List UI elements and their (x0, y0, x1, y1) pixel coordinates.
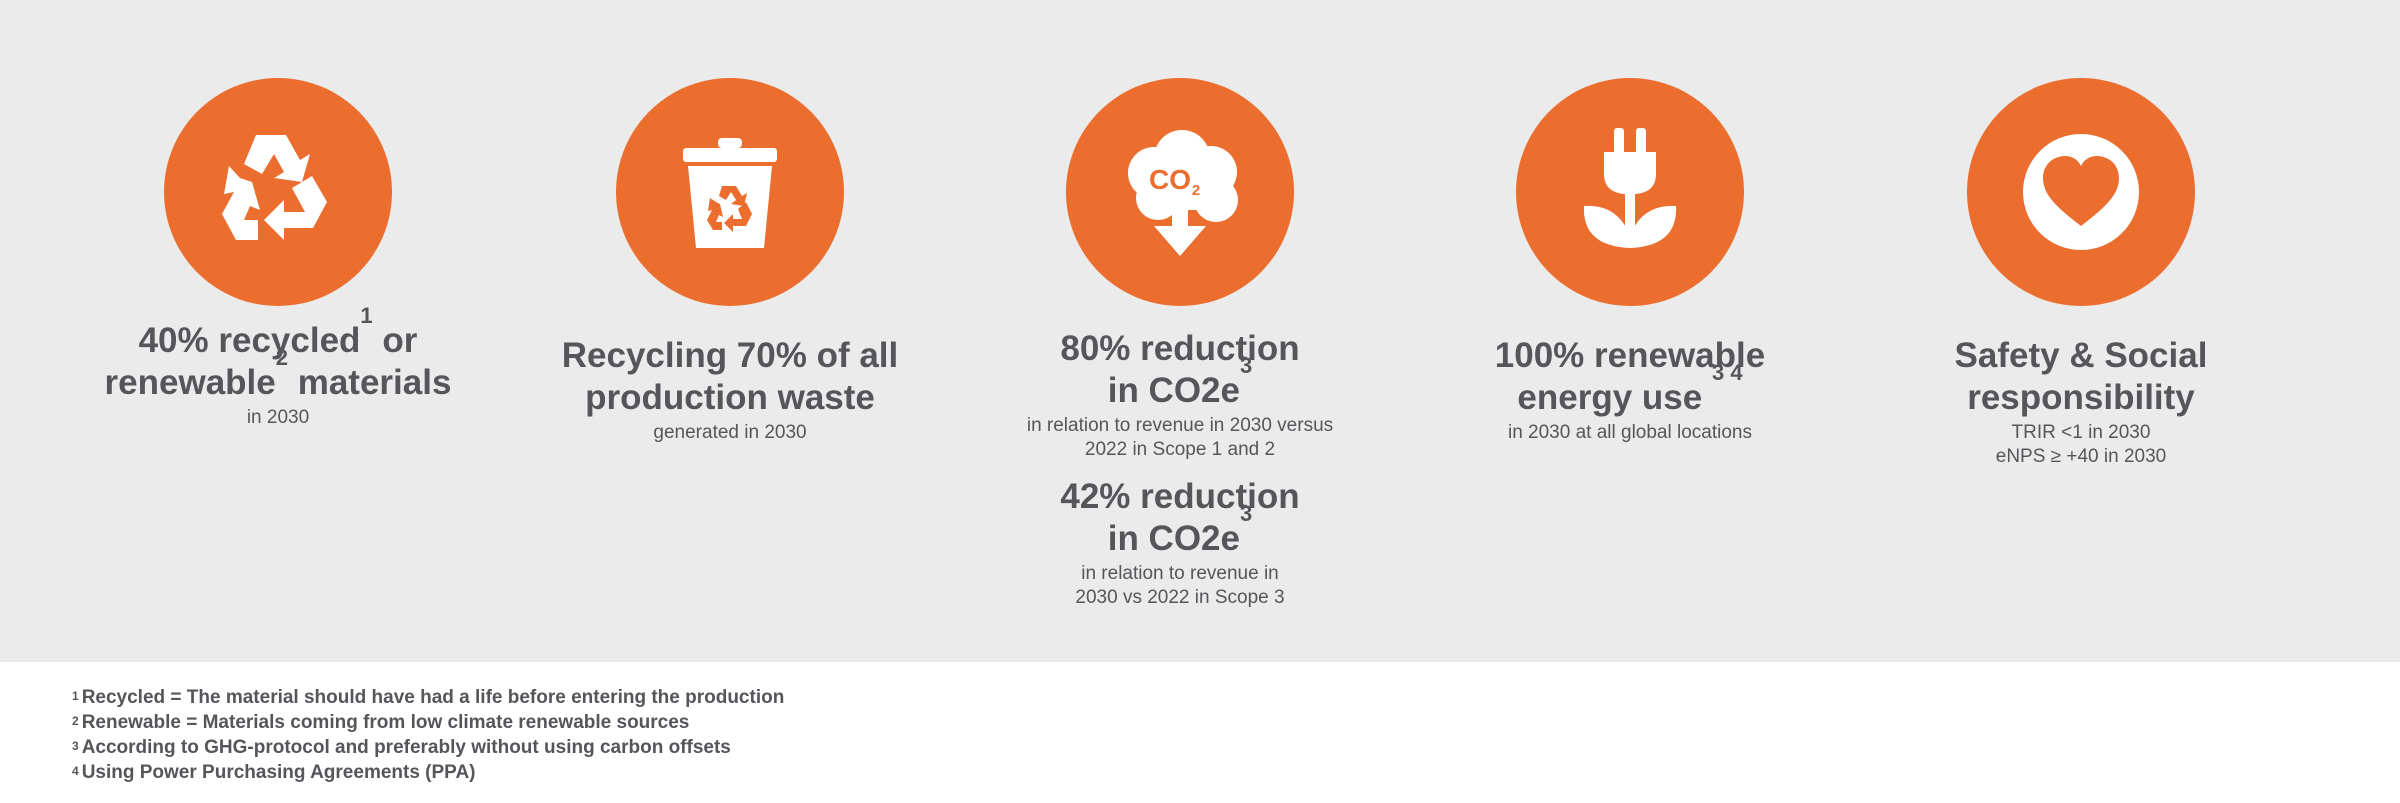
goal-second-headline: 42% reduction in CO2e3 (960, 476, 1400, 560)
recycle-icon (164, 78, 392, 306)
co2-cloud-icon: CO 2 (1066, 78, 1294, 306)
footnote-ref: 3 (1240, 501, 1253, 526)
goal-subtext: generated in 2030 (510, 421, 950, 445)
headline-text: 80% reduction (1060, 329, 1300, 368)
footnote: 1 Recycled = The material should have had… (72, 685, 784, 710)
footnote-text: Using Power Purchasing Agreements (PPA) (81, 762, 476, 783)
headline-text: responsibility (1967, 378, 2195, 417)
headline-text: renewable (104, 363, 276, 402)
recycling-bin-icon (616, 78, 844, 306)
goal-headline: Safety & Social responsibility (1861, 335, 2301, 419)
headline-text: Recycling 70% of all (561, 336, 899, 375)
headline-text: materials (288, 363, 452, 402)
footnote-number: 1 (72, 689, 79, 703)
subtext-line: eNPS ≥ +40 in 2030 (1995, 446, 2167, 467)
footnote-text: Renewable = Materials coming from low cl… (81, 712, 690, 733)
goal-subtext: in 2030 at all global locations (1410, 421, 1850, 445)
subtext-line: in relation to revenue in 2030 versus (1026, 415, 1334, 436)
subtext-line: in 2030 (246, 407, 310, 428)
subtext-line: TRIR <1 in 2030 (2011, 422, 2151, 443)
heart-icon (1967, 78, 2195, 306)
footnote-ref: 3 (1240, 353, 1253, 378)
headline-text: in CO2e (1107, 371, 1240, 410)
footnote-ref: 2 (275, 345, 288, 370)
subtext-line: in 2030 at all global locations (1507, 422, 1752, 443)
plug-plant-icon-circle (1516, 78, 1744, 306)
headline-text: 100% renewable (1494, 336, 1766, 375)
subtext-line: generated in 2030 (653, 422, 807, 443)
goal-subtext: TRIR <1 in 2030 eNPS ≥ +40 in 2030 (1861, 421, 2301, 469)
goal-subtext: in 2030 (58, 406, 498, 430)
subtext-line: 2030 vs 2022 in Scope 3 (1075, 587, 1285, 608)
goal-subtext: in relation to revenue in 2030 versus 202… (960, 414, 1400, 462)
recycling-bin-icon-circle (616, 78, 844, 306)
goal-second-subtext: in relation to revenue in 2030 vs 2022 in… (960, 562, 1400, 610)
footnote-text: According to GHG-protocol and preferably… (81, 737, 731, 758)
co2-icon-label: CO (1149, 164, 1191, 195)
footnote-text: Recycled = The material should have had … (81, 687, 785, 708)
headline-text: energy use (1517, 378, 1712, 417)
headline-text: Safety & Social (1954, 336, 2208, 375)
plug-plant-icon (1516, 78, 1744, 306)
headline-text: 42% reduction (1060, 477, 1300, 516)
goal-headline: 40% recycled1 or renewable2 materials (58, 305, 498, 404)
headline-text: in CO2e (1107, 519, 1240, 558)
footnote-ref: 3 4 (1711, 360, 1743, 385)
footnote: 4 Using Power Purchasing Agreements (PPA) (72, 760, 784, 785)
headline-text: or (372, 321, 418, 360)
footnote-ref: 1 (360, 303, 373, 328)
goal-headline: 80% reduction in CO2e3 (960, 328, 1400, 412)
co2-cloud-icon-circle: CO 2 (1066, 78, 1294, 306)
footnote: 3 According to GHG-protocol and preferabl… (72, 735, 784, 760)
footnote-number: 2 (72, 714, 79, 728)
footnote-number: 3 (72, 739, 79, 753)
footnote-number: 4 (72, 764, 79, 778)
headline-text: 40% recycled (138, 321, 361, 360)
co2-icon-label-sub: 2 (1192, 182, 1200, 199)
goal-headline: Recycling 70% of all production waste (510, 335, 950, 419)
footnotes: 1 Recycled = The material should have had… (72, 685, 784, 785)
headline-text: production waste (585, 378, 875, 417)
heart-icon-circle (1967, 78, 2195, 306)
goal-headline: 100% renewable energy use 3 4 (1410, 335, 1850, 419)
subtext-line: in relation to revenue in (1081, 563, 1279, 584)
subtext-line: 2022 in Scope 1 and 2 (1084, 439, 1276, 460)
footnote: 2 Renewable = Materials coming from low c… (72, 710, 784, 735)
recycle-icon-circle (164, 78, 392, 306)
